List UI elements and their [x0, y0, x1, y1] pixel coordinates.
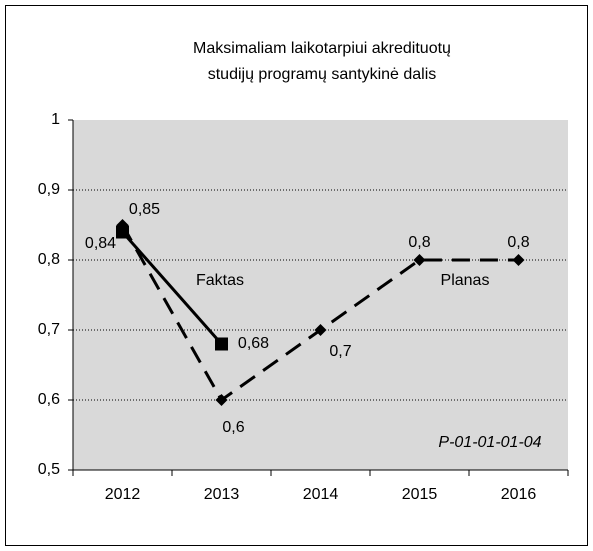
- x-tick-label: 2012: [105, 486, 141, 503]
- series-line: [121, 231, 223, 345]
- marker: [215, 394, 228, 406]
- y-tick-label: 0,5: [38, 461, 60, 478]
- x-tick-label: 2016: [501, 486, 537, 503]
- series-label: Faktas: [196, 272, 244, 289]
- annotation: P-01-01-01-04: [438, 434, 541, 451]
- chart-title: Maksimaliam laikotarpiui akredituotų: [193, 40, 451, 57]
- data-label: 0,85: [129, 201, 160, 218]
- data-label: 0,8: [408, 234, 430, 251]
- y-tick-label: 0,9: [38, 181, 60, 198]
- x-tick-label: 2015: [402, 486, 438, 503]
- marker: [413, 254, 426, 266]
- data-label: 0,7: [329, 343, 351, 360]
- chart-title: studijų programų santykinė dalis: [208, 66, 437, 83]
- y-tick-label: 1: [51, 111, 60, 128]
- marker: [512, 254, 525, 266]
- y-tick-label: 0,7: [38, 321, 60, 338]
- y-tick-label: 0,6: [38, 391, 60, 408]
- marker: [215, 337, 228, 351]
- x-tick-label: 2013: [204, 486, 240, 503]
- data-label: 0,8: [507, 234, 529, 251]
- x-tick-label: 2014: [303, 486, 339, 503]
- data-label: 0,68: [238, 335, 269, 352]
- series-label: Planas: [441, 272, 490, 289]
- data-label: 0,84: [85, 235, 116, 252]
- marker: [314, 324, 327, 336]
- y-tick-label: 0,8: [38, 251, 60, 268]
- plot-area: [73, 120, 568, 470]
- marker: [116, 219, 129, 231]
- data-label: 0,6: [222, 419, 244, 436]
